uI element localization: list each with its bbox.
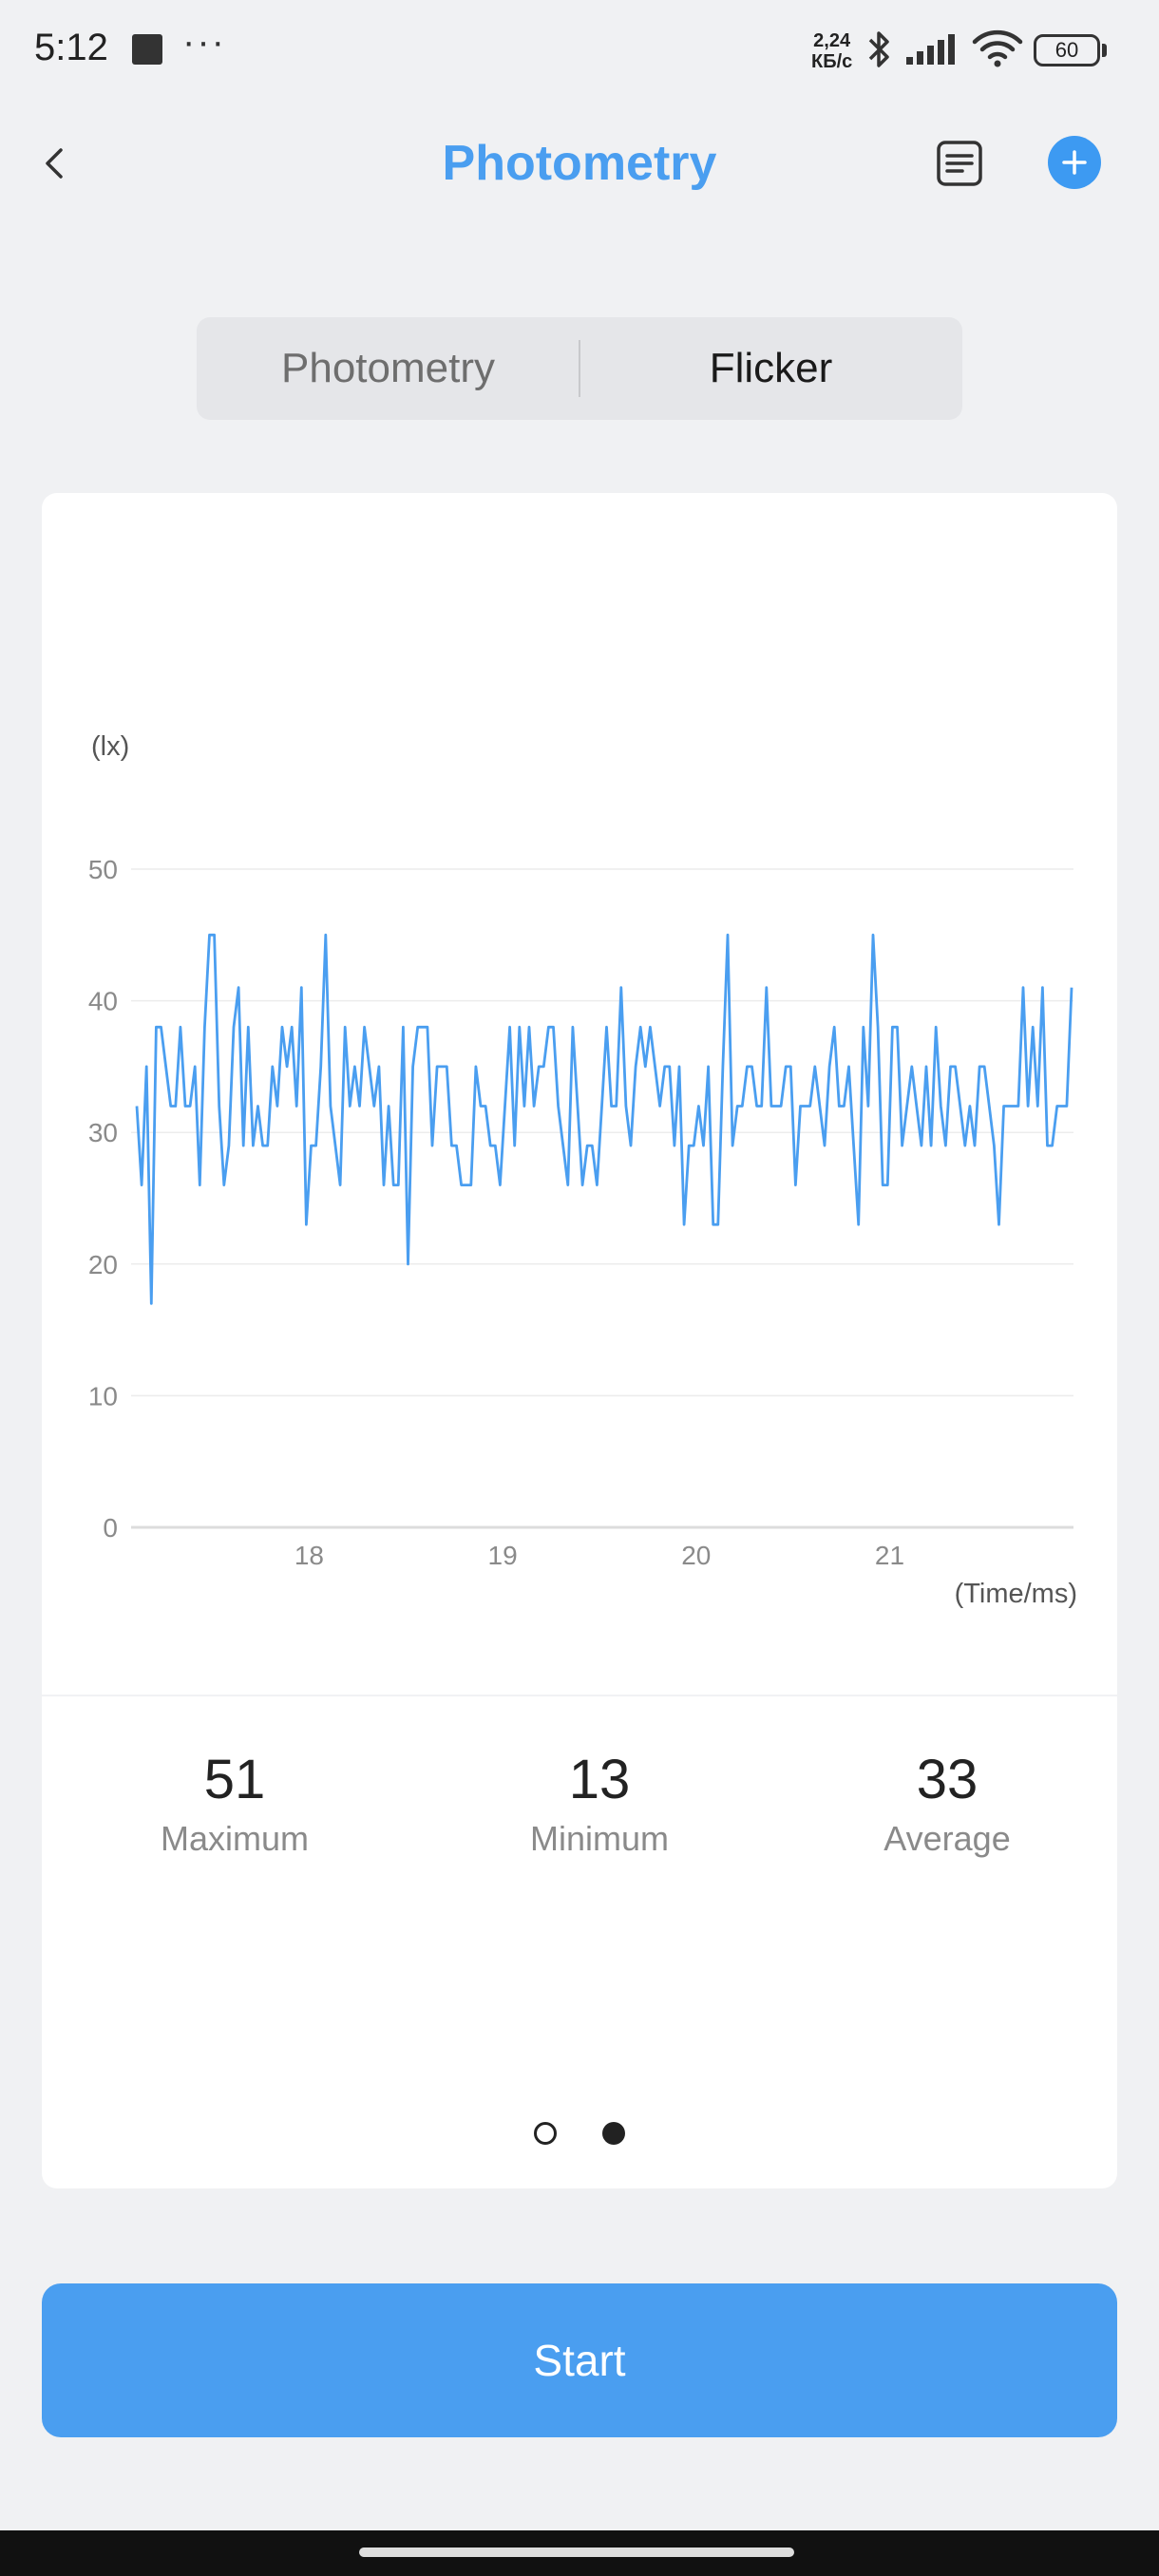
network-speed-value: 2,24	[813, 30, 851, 51]
card-divider	[42, 1695, 1117, 1696]
x-tick-label: 18	[294, 1541, 324, 1570]
stat-average: 33 Average	[805, 1747, 1090, 1859]
stat-average-label: Average	[884, 1819, 1011, 1858]
tab-flicker[interactable]: Flicker	[709, 345, 833, 391]
battery-icon: 60	[1034, 34, 1100, 66]
stat-average-value: 33	[916, 1749, 978, 1810]
tab-photometry[interactable]: Photometry	[281, 345, 495, 391]
battery-tip	[1102, 44, 1107, 57]
flicker-series-line	[135, 933, 1074, 1305]
y-tick-label: 50	[88, 855, 118, 884]
y-tick-label: 40	[88, 987, 118, 1016]
battery-level: 60	[1054, 38, 1079, 62]
y-axis-label: (lx)	[91, 731, 129, 762]
bluetooth-icon	[868, 31, 889, 67]
status-time: 5:12	[34, 27, 108, 68]
y-tick-label: 30	[88, 1118, 118, 1147]
mode-switcher: Photometry Flicker	[197, 317, 962, 420]
app-header: Photometry	[0, 114, 1159, 218]
back-button[interactable]	[28, 135, 86, 192]
history-button[interactable]	[931, 135, 988, 192]
page-title: Photometry	[442, 136, 717, 191]
start-button[interactable]: Start	[42, 2283, 1117, 2437]
x-tick-label: 20	[681, 1541, 711, 1570]
tab-divider	[579, 340, 580, 397]
y-tick-label: 10	[88, 1381, 118, 1411]
signal-strength-icon	[906, 34, 955, 65]
status-bar: 5:12 ··· 2,24 КБ/с 60	[0, 0, 1159, 95]
network-speed-unit: КБ/с	[811, 51, 853, 72]
y-tick-label: 20	[88, 1250, 118, 1279]
flicker-chart: 0 10 20 30 40 50 18 19 20 21 (lx) (Time/ms)	[88, 731, 1077, 1609]
chevron-left-icon	[46, 148, 63, 179]
stat-maximum: 51 Maximum	[92, 1747, 377, 1859]
system-nav-bar	[0, 2530, 1159, 2576]
stat-maximum-value: 51	[203, 1749, 266, 1810]
page-indicator-2[interactable]	[602, 2122, 625, 2145]
x-tick-label: 19	[488, 1541, 518, 1570]
notification-square-icon	[132, 34, 162, 65]
x-tick-label: 21	[875, 1541, 904, 1570]
home-gesture-handle[interactable]	[359, 2548, 794, 2557]
add-button[interactable]	[1048, 136, 1101, 189]
flicker-card: 0 10 20 30 40 50 18 19 20 21 (lx) (Time/ms) 51 M…	[42, 493, 1117, 2188]
y-tick-label: 0	[103, 1513, 118, 1543]
stat-maximum-label: Maximum	[160, 1819, 309, 1858]
page-indicator-1[interactable]	[534, 2122, 557, 2145]
stat-minimum-label: Minimum	[529, 1819, 669, 1858]
document-list-icon	[937, 141, 982, 186]
plus-icon	[1062, 150, 1087, 175]
stat-minimum: 13 Minimum	[457, 1747, 742, 1859]
stat-minimum-value: 13	[568, 1749, 631, 1810]
network-speed: 2,24 КБ/с	[811, 30, 852, 72]
wifi-icon	[972, 29, 1023, 67]
more-notifications-icon: ···	[182, 21, 226, 63]
x-axis-label: (Time/ms)	[955, 1579, 1077, 1609]
